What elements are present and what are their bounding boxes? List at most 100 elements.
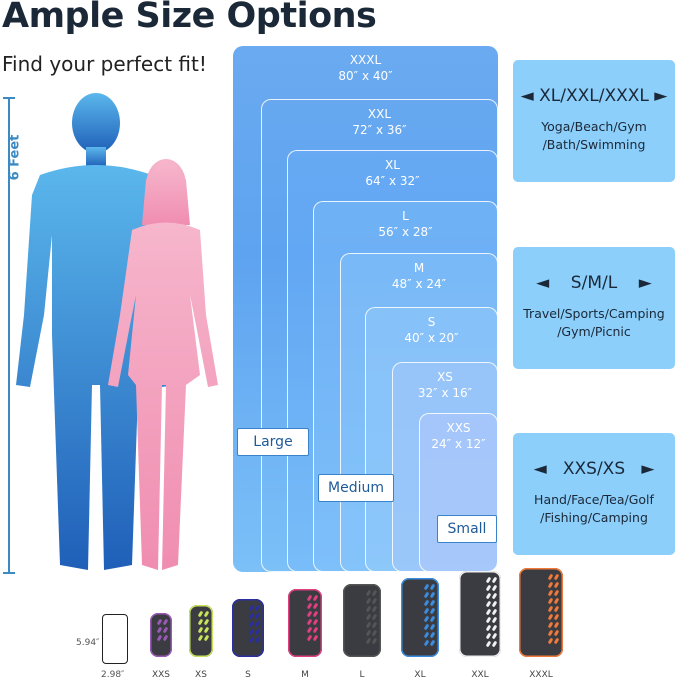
pouch-vent: [254, 620, 261, 628]
page-title: Ample Size Options: [2, 0, 377, 36]
pouch-vent: [156, 626, 163, 634]
pouch-vent: [429, 615, 436, 623]
pouch-vent: [547, 597, 554, 605]
size-dims: 32″ x 16″: [417, 386, 473, 400]
pouch-vent: [248, 628, 255, 636]
pouch-vent: [306, 610, 313, 618]
pouch-vent: [162, 634, 169, 642]
pouch-vent: [248, 612, 255, 620]
towel-pouch-xl: [401, 578, 439, 657]
pouch-vent: [306, 634, 313, 642]
pouch-vent: [491, 584, 498, 592]
pouch-vent: [371, 629, 378, 637]
size-name: XXS: [446, 421, 471, 435]
pouch-vent: [365, 589, 372, 597]
pouch-vent: [365, 613, 372, 621]
size-name: XXL: [367, 107, 392, 121]
pouch-vent: [306, 618, 313, 626]
pouch-vent: [553, 589, 560, 597]
pouch-vent: [485, 576, 492, 584]
towel-size-label: M: [301, 670, 309, 680]
pouch-vent: [547, 605, 554, 613]
subtitle: Find your perfect fit!: [2, 52, 207, 76]
panel-desc: Travel/Sports/Camping: [523, 306, 665, 321]
pouch-vent: [423, 607, 430, 615]
towel-size-label: XS: [195, 670, 207, 680]
pouch-vent: [254, 636, 261, 644]
panel-heading: ◄ XL/XXL/XXXL ►: [520, 86, 668, 106]
pouch-vent: [423, 623, 430, 631]
phone-width-label: 2.98″: [101, 670, 125, 680]
pouch-vent: [371, 589, 378, 597]
pouch-vent: [491, 608, 498, 616]
towel-size-label: XXXL: [529, 670, 553, 680]
pouch-vent: [491, 616, 498, 624]
use-panel-medium: ◄ S/M/L ► Travel/Sports/Camping/Gym/Picni…: [513, 247, 675, 369]
towel-pouch-xxxl: [519, 568, 563, 657]
pouch-vent: [547, 637, 554, 645]
phone-height-label: 5.94″: [76, 638, 100, 648]
pouch-vent: [553, 637, 560, 645]
pouch-vent: [553, 573, 560, 581]
human-figures: [16, 93, 218, 570]
pouch-vent: [485, 616, 492, 624]
pouch-vent: [491, 632, 498, 640]
pouch-vent: [156, 618, 163, 626]
pouch-vent: [312, 618, 319, 626]
pouch-vent: [485, 640, 492, 648]
pouch-vent: [429, 591, 436, 599]
pouch-vent: [306, 594, 313, 602]
pouch-vent: [485, 600, 492, 608]
pouch-vent: [429, 599, 436, 607]
panel-desc: /Gym/Picnic: [557, 324, 631, 339]
pouch-vent: [547, 581, 554, 589]
pouch-vent: [312, 602, 319, 610]
ruler-tick: [3, 97, 15, 99]
towel-size-label: XL: [414, 670, 426, 680]
towel-pouch-s: [232, 599, 264, 657]
pouch-vent: [547, 573, 554, 581]
pouch-vent: [553, 629, 560, 637]
pouch-vent: [547, 613, 554, 621]
pouch-vent: [197, 610, 204, 618]
pouch-vent: [491, 640, 498, 648]
pouch-vent: [203, 618, 210, 626]
pouch-vent: [429, 607, 436, 615]
size-name: M: [413, 261, 425, 275]
pouch-vent: [254, 604, 261, 612]
pouch-vent: [197, 626, 204, 634]
pouch-vent: [485, 608, 492, 616]
pouch-vent: [429, 623, 436, 631]
pouch-vent: [429, 639, 436, 647]
towel-size-label: XXS: [151, 670, 171, 680]
size-name: S: [427, 315, 436, 329]
pouch-vent: [197, 634, 204, 642]
pouch-vent: [371, 605, 378, 613]
pouch-vent: [371, 637, 378, 645]
pouch-vent: [312, 610, 319, 618]
pouch-vent: [203, 626, 210, 634]
size-name: L: [402, 209, 409, 223]
pouch-vent: [371, 597, 378, 605]
pouch-vent: [485, 632, 492, 640]
panel-desc: Yoga/Beach/Gym: [541, 119, 647, 134]
panel-desc: /Bath/Swimming: [542, 137, 646, 152]
towel-pouch-xxs: [150, 613, 172, 657]
towel-size-label: S: [245, 670, 251, 680]
woman-silhouette: [108, 159, 218, 570]
size-dims: 56″ x 28″: [378, 225, 433, 239]
pouch-vent: [371, 613, 378, 621]
pouch-vent: [423, 615, 430, 623]
pouch-vent: [491, 576, 498, 584]
pouch-vent: [429, 583, 436, 591]
group-tag-large: Large: [237, 428, 309, 456]
pouch-vent: [491, 592, 498, 600]
pouch-vent: [254, 628, 261, 636]
pouch-vent: [553, 613, 560, 621]
towel-pouch-m: [288, 589, 322, 657]
size-dims: 24″ x 12″: [431, 437, 486, 451]
pouch-vent: [491, 624, 498, 632]
pouch-vent: [485, 624, 492, 632]
phone-icon: [102, 614, 128, 664]
pouch-vent: [248, 620, 255, 628]
